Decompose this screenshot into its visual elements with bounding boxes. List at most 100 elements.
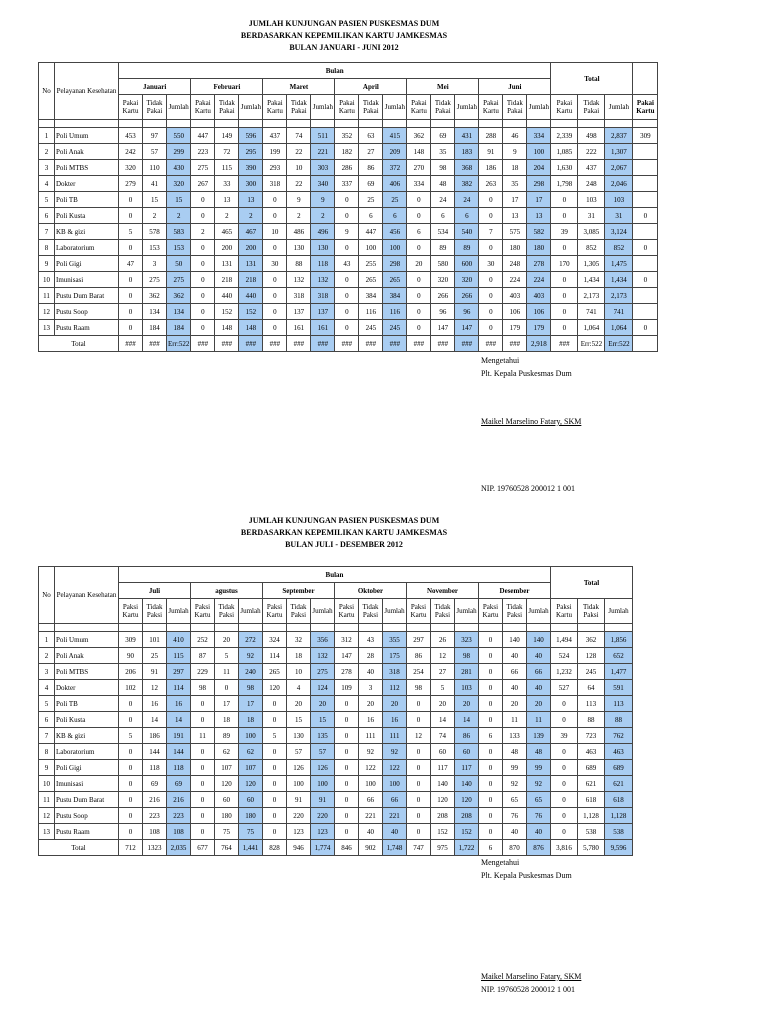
cell: 15 [286, 711, 311, 728]
cell: 120 [238, 775, 263, 792]
spacer-cell [142, 623, 167, 632]
month-header: Juni [478, 78, 552, 95]
cell: 6 [406, 223, 432, 240]
total-cell: Total [38, 335, 119, 352]
cell: 0 [550, 271, 579, 288]
service-name: Poli TB [54, 695, 119, 712]
header-cell: No [38, 62, 55, 120]
visit-table: No Pelayanan Kesehatan Bulan Total Januari Fe… [38, 62, 659, 352]
cell: 57 [286, 743, 311, 760]
cell: 281 [454, 663, 479, 680]
cell: 65 [526, 791, 551, 808]
service-name: Imunisasi [54, 271, 119, 288]
month-header: Mei [406, 78, 480, 95]
sub-header: Tidak Paksi [430, 598, 455, 624]
cell: 263 [478, 175, 504, 192]
cell: 153 [165, 239, 192, 256]
cell: 184 [165, 319, 192, 336]
cell: 92 [238, 647, 263, 664]
cell: 20 [382, 695, 407, 712]
cell: 2,173 [577, 287, 606, 304]
total-cell: ### [238, 335, 264, 352]
data-row: 13 Pustu Raam 0 108 108 0 75 75 0 123 123 0 40 40 0 152… [38, 823, 633, 840]
cell: 0 [478, 807, 503, 824]
cell: 278 [334, 663, 359, 680]
cell: 0 [118, 807, 143, 824]
cell: 465 [214, 223, 240, 240]
cell: 30 [262, 255, 288, 272]
cell: 596 [238, 127, 264, 144]
cell: 117 [430, 759, 455, 776]
cell: 22 [286, 175, 312, 192]
cell: 115 [166, 647, 191, 664]
cell: 2 [165, 207, 192, 224]
spacer-cell [334, 623, 359, 632]
cell: 26 [430, 631, 455, 648]
month-header: April [334, 78, 408, 95]
total-row: Total ### ### Err:522 ### ### ### ### ### ### ### #… [38, 335, 659, 352]
total-cell: 2,918 [526, 335, 552, 352]
spacer-cell [454, 623, 479, 632]
sub-header: Pakai Kartu [478, 94, 504, 120]
cell: 9 [334, 223, 360, 240]
cell: 410 [166, 631, 191, 648]
total-cell: 9,596 [604, 839, 633, 856]
cell: 1,305 [577, 255, 606, 272]
cell: 0 [118, 271, 143, 288]
cell: 403 [526, 287, 552, 304]
total-cell: 3,816 [550, 839, 578, 856]
spacer-cell [526, 623, 551, 632]
cell: 148 [214, 319, 240, 336]
cell: 0 [478, 679, 503, 696]
cell: 3,085 [577, 223, 606, 240]
cell: 98 [190, 679, 215, 696]
spacer-cell [262, 623, 287, 632]
cell: 86 [454, 727, 479, 744]
header-row: No Pelayanan Kesehatan Bulan Total [38, 566, 633, 624]
cell: 17 [214, 695, 239, 712]
cell: 245 [382, 319, 408, 336]
cell: 0 [190, 743, 215, 760]
cell: 66 [526, 663, 551, 680]
month-header: November [406, 582, 479, 599]
service-name: Pustu Dum Barat [54, 287, 119, 304]
cell: 0 [406, 759, 431, 776]
cell: 137 [286, 303, 312, 320]
cell: 3 [142, 255, 167, 272]
cell: 116 [358, 303, 384, 320]
cell: 48 [526, 743, 551, 760]
cell: 100 [238, 727, 263, 744]
cell: 97 [142, 127, 167, 144]
cell: 223 [142, 807, 167, 824]
cell: 0 [190, 255, 216, 272]
cell: 6 [454, 207, 480, 224]
data-row: 12 Pustu Soop 0 134 134 0 152 152 0 137 137 0 116 116… [38, 303, 659, 320]
header-cell: No [38, 566, 55, 624]
cell: 0 [118, 823, 143, 840]
cell: 0 [406, 775, 431, 792]
cell: 114 [262, 647, 287, 664]
cell: 8 [38, 239, 55, 256]
service-name: Poli Gigi [54, 255, 119, 272]
cell: 110 [142, 159, 167, 176]
spacer-cell [190, 623, 215, 632]
cell: 153 [142, 239, 167, 256]
spacer-cell [406, 623, 431, 632]
cell: 47 [118, 255, 143, 272]
cell: 147 [430, 319, 456, 336]
cell: 384 [382, 287, 408, 304]
cell: 0 [262, 823, 287, 840]
spacer-cell [604, 119, 634, 128]
cell: 200 [214, 239, 240, 256]
total-cell [632, 335, 659, 352]
cell: 8 [38, 743, 55, 760]
cell: 0 [262, 711, 287, 728]
cell: 0 [214, 679, 239, 696]
cell: 74 [430, 727, 455, 744]
cell: 106 [526, 303, 552, 320]
cell: 621 [604, 775, 633, 792]
total-cell: Err:522 [577, 335, 606, 352]
cell: 123 [310, 823, 335, 840]
sub-header: Paksi Kartu [478, 598, 503, 624]
cell: 63 [358, 127, 384, 144]
